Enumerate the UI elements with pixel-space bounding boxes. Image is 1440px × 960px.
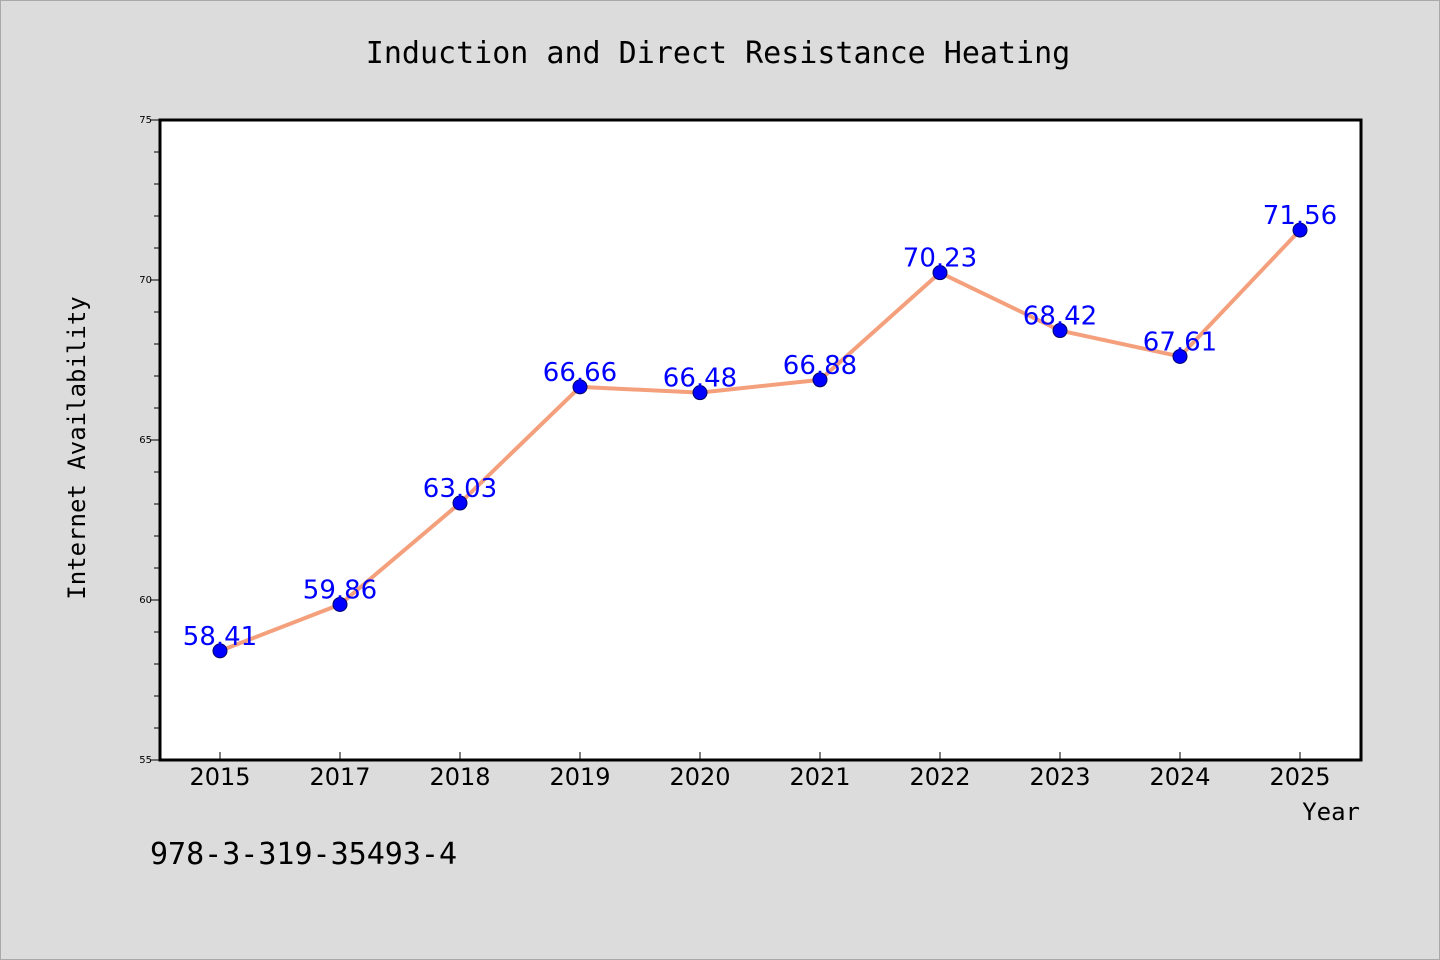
data-point: [572, 379, 588, 395]
data-point: [452, 495, 468, 511]
series-markers: [212, 222, 1308, 659]
x-tick-label: 2025: [1269, 763, 1330, 791]
data-point: [332, 596, 348, 612]
data-point: [932, 265, 948, 281]
x-tick-label: 2020: [669, 763, 730, 791]
x-tick-label: 2018: [429, 763, 490, 791]
x-tick-label: 2019: [549, 763, 610, 791]
y-tick-label: 75: [139, 115, 152, 126]
plot-area: [158, 118, 1363, 762]
data-label: 59.86: [303, 575, 377, 605]
x-axis: 2015 2017 2018 2019 2020 2021 2022 2023 2024 2025: [189, 752, 1331, 791]
data-label: 66.48: [663, 364, 737, 394]
chart-title: Induction and Direct Resistance Heating: [366, 36, 1070, 71]
y-tick-label: 60: [139, 595, 152, 606]
x-tick-label: 2021: [789, 763, 850, 791]
data-labels: 58.41 59.86 63.03 66.66 66.48 66.88 70.23 68.42…: [183, 201, 1337, 652]
data-label: 58.41: [183, 622, 257, 652]
data-point: [1292, 222, 1308, 238]
isbn-annotation: 978-3-319-35493-4: [150, 837, 457, 872]
data-label: 70.23: [903, 244, 977, 274]
y-axis: 55 60 65 70 75: [139, 115, 160, 766]
x-tick-label: 2023: [1029, 763, 1090, 791]
data-label: 63.03: [423, 474, 497, 504]
x-tick-label: 2017: [309, 763, 370, 791]
data-point: [812, 372, 828, 388]
x-tick-label: 2015: [189, 763, 250, 791]
y-axis-label: Internet Availability: [63, 296, 91, 599]
x-axis-label: Year: [1302, 798, 1360, 826]
y-tick-label: 65: [139, 435, 152, 446]
data-point: [212, 643, 228, 659]
y-tick-label: 55: [139, 755, 152, 766]
x-tick-label: 2024: [1149, 763, 1210, 791]
y-tick-label: 70: [139, 275, 152, 286]
data-label: 66.88: [783, 351, 857, 381]
data-label: 71.56: [1263, 201, 1337, 231]
series-line: [218, 228, 1302, 653]
data-label: 66.66: [543, 358, 617, 388]
data-point: [692, 385, 708, 401]
data-point: [1172, 348, 1188, 364]
data-point: [1052, 323, 1068, 339]
data-label: 67.61: [1143, 327, 1217, 357]
data-label: 68.42: [1023, 302, 1097, 332]
x-tick-label: 2022: [909, 763, 970, 791]
